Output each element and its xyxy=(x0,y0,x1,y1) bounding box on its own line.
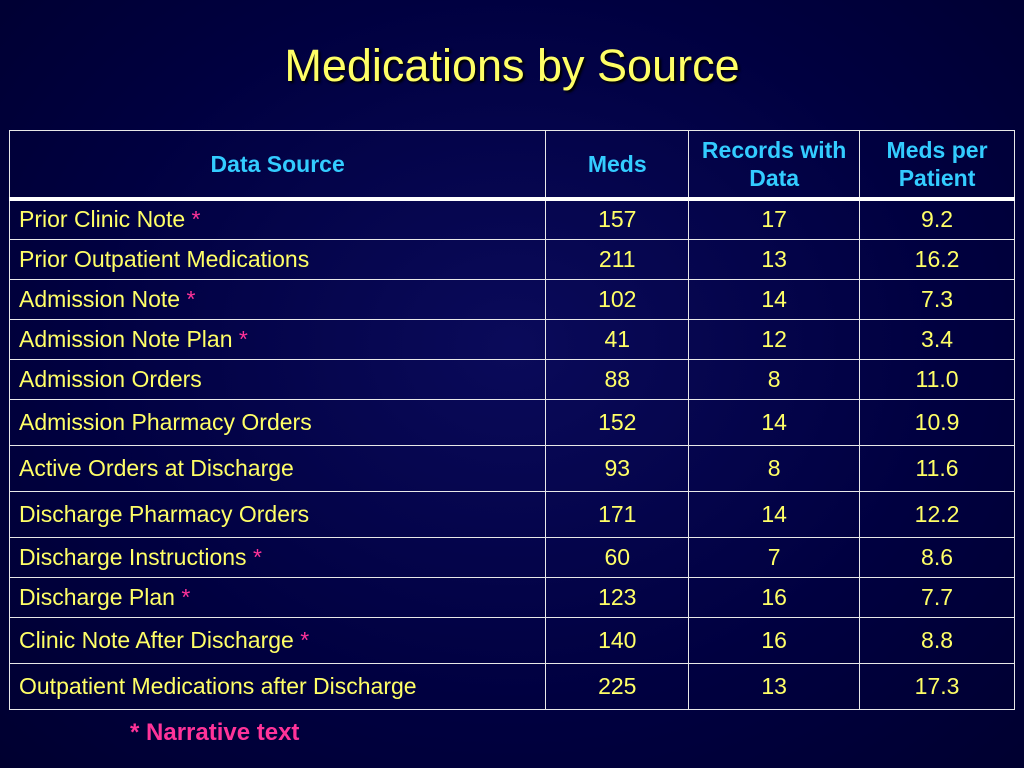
header-meds: Meds xyxy=(545,130,690,201)
table-row: Admission Pharmacy Orders 152 14 10.9 xyxy=(8,398,1015,446)
data-source-label: Outpatient Medications after Discharge xyxy=(19,672,417,699)
cell-data-source: Discharge Plan * xyxy=(8,576,547,618)
medications-table: Data Source Meds Records with Data Meds … xyxy=(8,130,1015,710)
narrative-marker: * xyxy=(186,285,196,312)
data-source-label: Admission Orders xyxy=(19,365,202,392)
cell-data-source: Discharge Pharmacy Orders xyxy=(8,490,547,538)
cell-data-source: Outpatient Medications after Discharge xyxy=(8,662,547,710)
cell-records-with-data: 17 xyxy=(688,198,861,240)
cell-meds: 123 xyxy=(545,576,690,618)
table-row: Prior Clinic Note * 157 17 9.2 xyxy=(8,198,1015,240)
cell-meds: 140 xyxy=(545,616,690,664)
table-row: Discharge Pharmacy Orders 171 14 12.2 xyxy=(8,490,1015,538)
narrative-marker: * xyxy=(252,543,262,570)
cell-records-with-data: 14 xyxy=(688,490,861,538)
data-source-label: Prior Outpatient Medications xyxy=(19,245,310,272)
cell-meds: 171 xyxy=(545,490,690,538)
header-data-source: Data Source xyxy=(8,130,547,201)
cell-records-with-data: 13 xyxy=(688,662,861,710)
cell-meds-per-patient: 17.3 xyxy=(859,662,1015,710)
cell-data-source: Prior Outpatient Medications xyxy=(8,238,547,280)
data-source-label: Prior Clinic Note xyxy=(19,206,186,233)
cell-data-source: Admission Note Plan * xyxy=(8,318,547,360)
cell-data-source: Clinic Note After Discharge * xyxy=(8,616,547,664)
cell-meds: 152 xyxy=(545,398,690,446)
cell-meds-per-patient: 7.7 xyxy=(859,576,1015,618)
cell-records-with-data: 14 xyxy=(688,278,861,320)
narrative-marker: * xyxy=(300,626,310,653)
cell-records-with-data: 8 xyxy=(688,444,861,492)
data-source-label: Discharge Pharmacy Orders xyxy=(19,500,310,527)
cell-data-source: Active Orders at Discharge xyxy=(8,444,547,492)
cell-meds-per-patient: 12.2 xyxy=(859,490,1015,538)
cell-meds: 225 xyxy=(545,662,690,710)
cell-data-source: Discharge Instructions * xyxy=(8,536,547,578)
cell-meds-per-patient: 16.2 xyxy=(859,238,1015,280)
cell-meds: 93 xyxy=(545,444,690,492)
cell-meds-per-patient: 11.0 xyxy=(859,358,1015,400)
table-row: Admission Orders 88 8 11.0 xyxy=(8,358,1015,400)
cell-meds-per-patient: 7.3 xyxy=(859,278,1015,320)
data-source-label: Discharge Instructions xyxy=(19,543,247,570)
cell-meds: 157 xyxy=(545,198,690,240)
cell-meds-per-patient: 3.4 xyxy=(859,318,1015,360)
cell-data-source: Admission Orders xyxy=(8,358,547,400)
table-row: Discharge Plan * 123 16 7.7 xyxy=(8,576,1015,618)
data-source-label: Admission Note xyxy=(19,285,181,312)
cell-meds-per-patient: 8.6 xyxy=(859,536,1015,578)
table-row: Clinic Note After Discharge * 140 16 8.8 xyxy=(8,616,1015,664)
table-header-row: Data Source Meds Records with Data Meds … xyxy=(8,130,1015,201)
cell-meds: 102 xyxy=(545,278,690,320)
data-source-label: Active Orders at Discharge xyxy=(19,454,294,481)
cell-meds-per-patient: 11.6 xyxy=(859,444,1015,492)
cell-records-with-data: 16 xyxy=(688,576,861,618)
cell-meds: 211 xyxy=(545,238,690,280)
table-row: Discharge Instructions * 60 7 8.6 xyxy=(8,536,1015,578)
data-source-label: Admission Note Plan xyxy=(19,325,233,352)
table-row: Admission Note * 102 14 7.3 xyxy=(8,278,1015,320)
cell-data-source: Admission Pharmacy Orders xyxy=(8,398,547,446)
cell-meds-per-patient: 8.8 xyxy=(859,616,1015,664)
table-row: Prior Outpatient Medications 211 13 16.2 xyxy=(8,238,1015,280)
slide-title: Medications by Source xyxy=(284,40,740,91)
table-row: Admission Note Plan * 41 12 3.4 xyxy=(8,318,1015,360)
data-source-label: Admission Pharmacy Orders xyxy=(19,408,312,435)
table-row: Outpatient Medications after Discharge 22… xyxy=(8,662,1015,710)
cell-records-with-data: 14 xyxy=(688,398,861,446)
cell-records-with-data: 16 xyxy=(688,616,861,664)
cell-data-source: Admission Note * xyxy=(8,278,547,320)
cell-meds: 60 xyxy=(545,536,690,578)
cell-data-source: Prior Clinic Note * xyxy=(8,198,547,240)
cell-meds-per-patient: 10.9 xyxy=(859,398,1015,446)
cell-meds-per-patient: 9.2 xyxy=(859,198,1015,240)
data-source-label: Clinic Note After Discharge xyxy=(19,626,294,653)
footnote: * Narrative text xyxy=(130,719,300,746)
cell-meds: 88 xyxy=(545,358,690,400)
data-source-label: Discharge Plan xyxy=(19,583,175,610)
cell-records-with-data: 12 xyxy=(688,318,861,360)
narrative-marker: * xyxy=(181,583,191,610)
cell-records-with-data: 7 xyxy=(688,536,861,578)
narrative-marker: * xyxy=(238,325,248,352)
table-row: Active Orders at Discharge 93 8 11.6 xyxy=(8,444,1015,492)
header-records-with-data: Records with Data xyxy=(688,130,861,201)
cell-meds: 41 xyxy=(545,318,690,360)
narrative-marker: * xyxy=(191,206,201,233)
table-body: Prior Clinic Note * 157 17 9.2 Prior Outpati… xyxy=(8,198,1015,710)
cell-records-with-data: 13 xyxy=(688,238,861,280)
header-meds-per-patient: Meds per Patient xyxy=(859,130,1015,201)
cell-records-with-data: 8 xyxy=(688,358,861,400)
